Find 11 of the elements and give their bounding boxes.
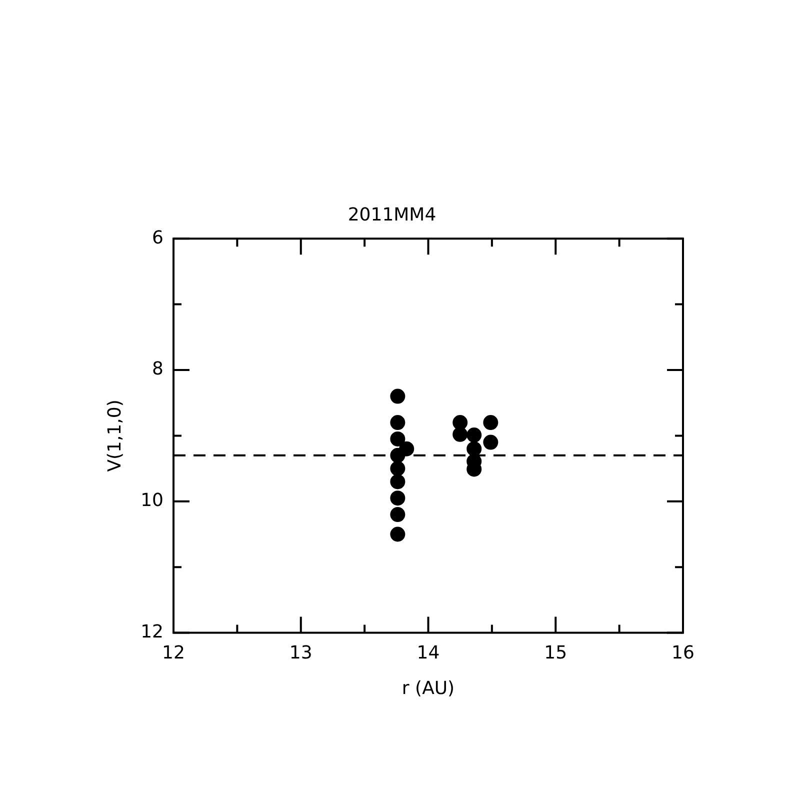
x-tick-label: 16 [672, 642, 694, 664]
x-tick-label: 15 [544, 642, 568, 664]
y-tick-label: 10 [140, 490, 164, 512]
x-tick-label: 13 [289, 642, 312, 664]
x-axis-title: r (AU) [402, 678, 455, 699]
y-tick-label: 6 [152, 227, 164, 248]
chart-title: 2011MM4 [348, 204, 436, 226]
x-tick-label: 14 [416, 642, 440, 664]
y-tick-label: 12 [140, 621, 164, 642]
y-axis-title: V(1,1,0) [104, 400, 126, 472]
y-tick-label: 8 [152, 358, 164, 380]
